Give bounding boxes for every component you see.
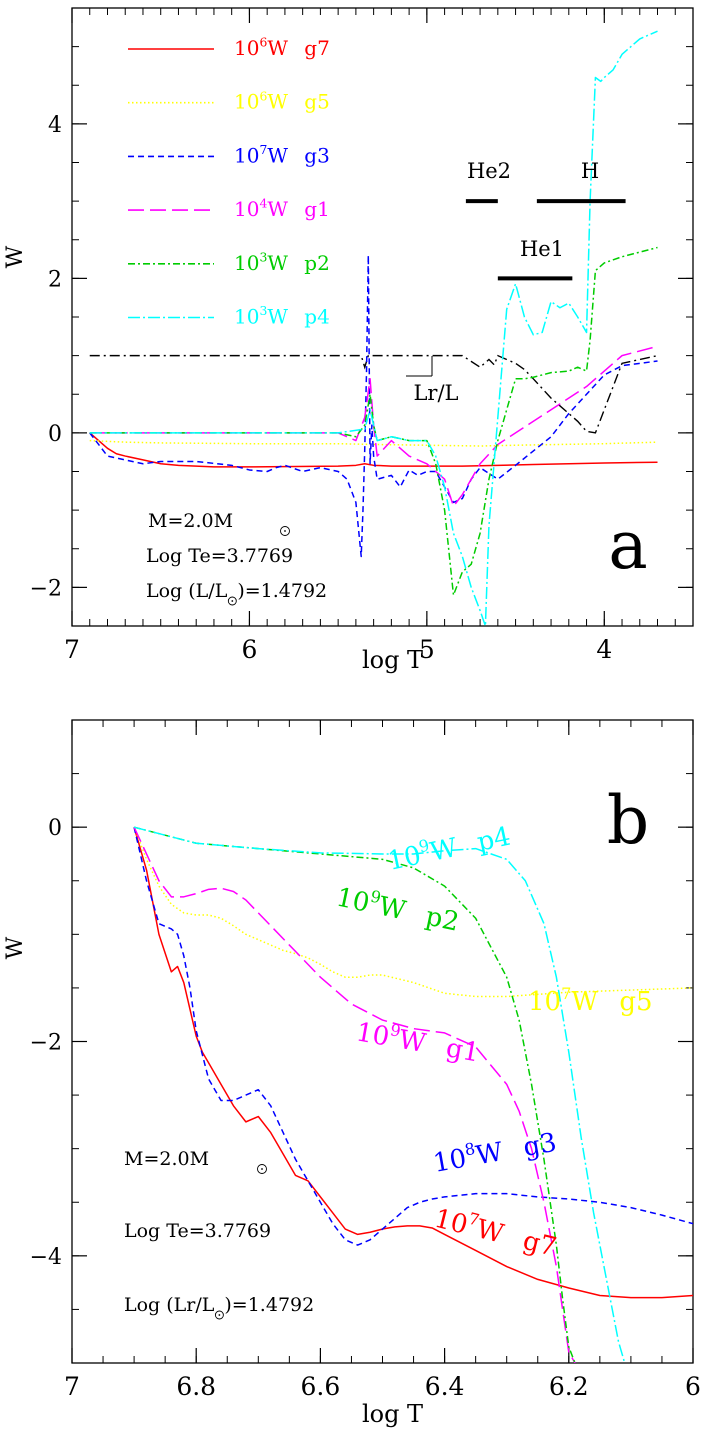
series-line-g1 [133,826,576,1363]
info-loglum-sun-symbol-dot [231,600,234,602]
info-mass-sun-symbol-dot [284,530,286,532]
series-line-g3 [133,826,693,1246]
series-line-p2 [133,826,576,1363]
info-logte: Log Te=3.7769 [146,545,293,567]
info-loglum-tail: )=1.4792 [237,580,327,602]
x-tick-label: 6.8 [176,1372,216,1401]
legend-label-p2: 103W p2 [234,249,330,274]
x-tick-label: 6.4 [425,1372,465,1401]
info-mass-sun-symbol-dot [261,1168,263,1170]
series-line-g7 [89,432,658,468]
info-mass-sun-symbol [257,1164,267,1174]
series-line-g5 [133,826,693,998]
zone-label-h: H [581,159,599,183]
x-tick-label: 4 [596,635,612,664]
zone-label-he2: He2 [467,159,511,183]
x-tick-label: 7 [64,635,80,664]
series-line-p2 [89,246,658,596]
series-label-g3: 108W g3 [430,1125,558,1179]
series-label-g7: 107W g7 [431,1201,560,1263]
series-line-g7 [133,826,693,1299]
info-loglum-sun-symbol [227,596,237,606]
x-tick-label: 6.6 [301,1372,341,1401]
series-label-p4: 109W p4 [385,819,514,877]
x-tick-label: 6.2 [549,1372,589,1401]
series-line-p4 [89,30,658,626]
x-tick-label: 5 [419,635,435,664]
y-axis-label: W [3,245,28,268]
series-label-p2: 109W p2 [334,880,463,938]
info-mass: M=2.0M [148,510,233,532]
y-tick-label: −2 [30,576,62,601]
plot-area [133,826,693,1363]
y-tick-label: 2 [48,267,62,292]
x-tick-label: 7 [64,1372,80,1401]
info-loglum-sun-symbol-dot [218,1314,221,1316]
panel-b: 7 6.8 6.6 6.4 6.2 6 −4 −2 0 log T Wb 107W g7 107W g5… [3,719,701,1428]
panel-label: b [607,782,649,859]
series-label-g1: 109W g1 [354,1014,482,1068]
y-tick-label: −2 [30,1031,62,1056]
info-logte: Log Te=3.7769 [124,1220,271,1242]
series-line-g3 [89,254,658,558]
legend-label-g5: 106W g5 [234,88,330,113]
panel-a: 7 6 5 4 −2 0 2 4 log T Wa 106W g7 106W g5 107W g3 104… [3,7,694,674]
info-mass: M=2.0M [124,1148,209,1170]
y-tick-label: −4 [30,1245,62,1270]
panel-label: a [608,507,647,584]
zone-label-he1: He1 [520,237,564,261]
info-loglum: Log (L/L [146,580,228,602]
series-label-g5: 107W g5 [528,984,653,1017]
info-loglum-tail: )=1.4792 [224,1294,314,1316]
y-tick-label: 0 [48,816,62,841]
lr-label: Lr/L [413,381,458,405]
x-axis-label: log T [362,1400,423,1428]
y-tick-label: 0 [48,422,62,447]
series-line-p4 [133,826,626,1363]
x-tick-label: 6 [241,635,257,664]
x-tick-label: 6 [685,1372,701,1401]
x-axis-label: log T [362,646,423,674]
y-axis-label: W [3,936,28,959]
y-tick-label: 4 [48,113,62,138]
series-line-g1 [89,345,658,508]
info-mass-sun-symbol [280,526,290,536]
legend-label-g1: 104W g1 [234,196,330,221]
legend-label-g7: 106W g7 [234,35,330,60]
legend-label-g3: 107W g3 [234,142,330,167]
info-loglum-sun-symbol [214,1310,224,1320]
info-loglum: Log (Lr/L [124,1294,215,1316]
plot-area [89,30,658,626]
series-line-lr [89,354,658,434]
plot-frame [71,7,694,627]
legend-label-p4: 103W p4 [234,303,330,328]
